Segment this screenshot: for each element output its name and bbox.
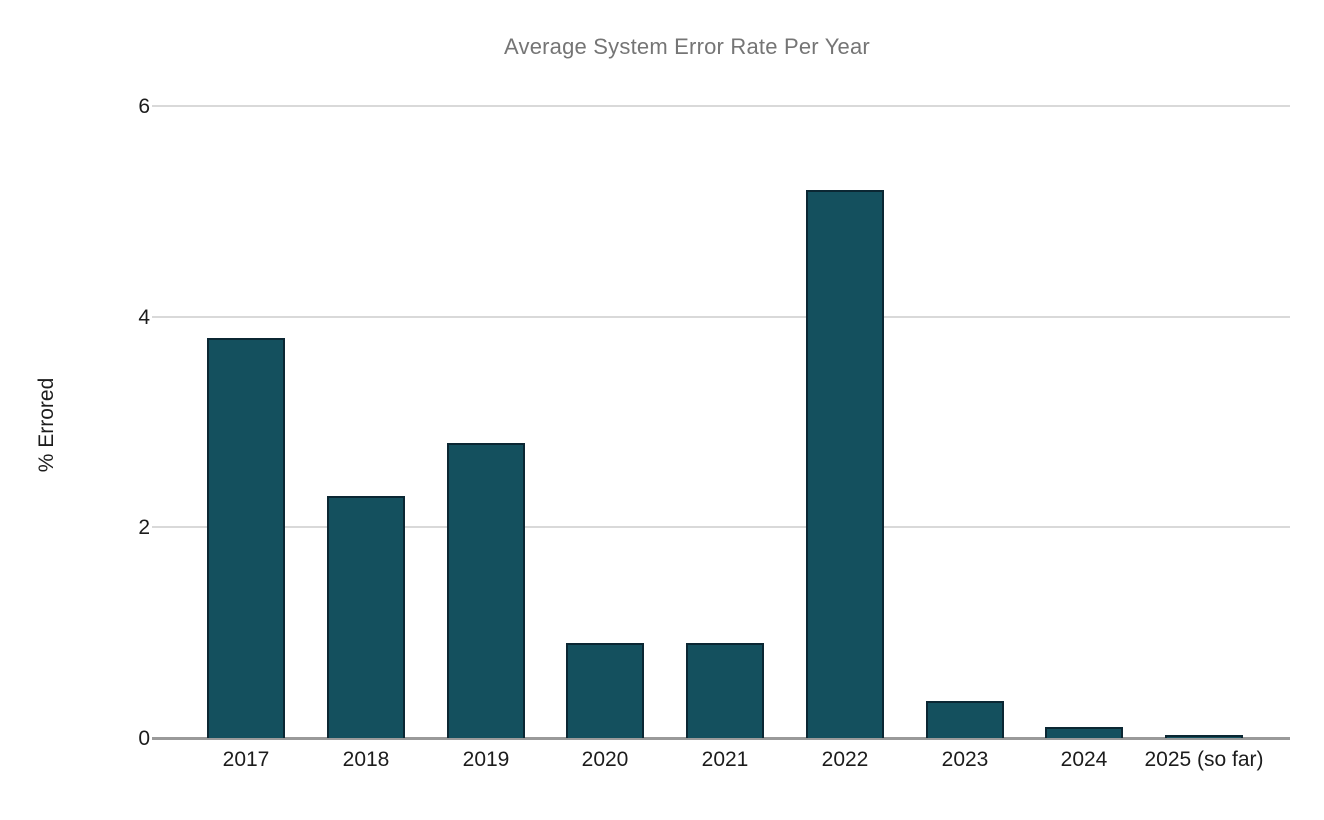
bar-2019 [447,443,525,738]
x-tick-label: 2024 [1060,748,1108,771]
gridline [152,105,1290,108]
bar-2021 [686,643,764,738]
chart-title: Average System Error Rate Per Year [504,34,870,59]
x-tick-label: 2023 [941,748,989,771]
bar-2020 [566,643,644,738]
x-tick-label: 2017 [222,748,270,771]
x-axis-baseline [152,737,1290,740]
x-tick-label: 2025 (so far) [1144,748,1264,771]
y-tick-label: 0 [138,727,150,750]
x-tick-label: 2021 [701,748,749,771]
y-tick-label: 2 [138,516,150,540]
y-axis-title: % Errored [35,377,58,473]
bar-2017 [207,338,285,738]
bar-2025 (so far) [1165,735,1243,738]
x-tick-label: 2018 [342,748,390,771]
x-tick-label: 2022 [821,748,869,771]
bar-2024 [1045,727,1123,738]
x-tick-label: 2019 [462,748,510,771]
bar-2018 [327,496,405,738]
bar-2023 [926,701,1004,738]
bar-2022 [806,190,884,738]
y-tick-label: 6 [138,95,150,119]
gridline [152,526,1290,529]
gridline [152,315,1290,318]
y-tick-label: 4 [138,305,150,329]
x-tick-label: 2020 [581,748,629,771]
